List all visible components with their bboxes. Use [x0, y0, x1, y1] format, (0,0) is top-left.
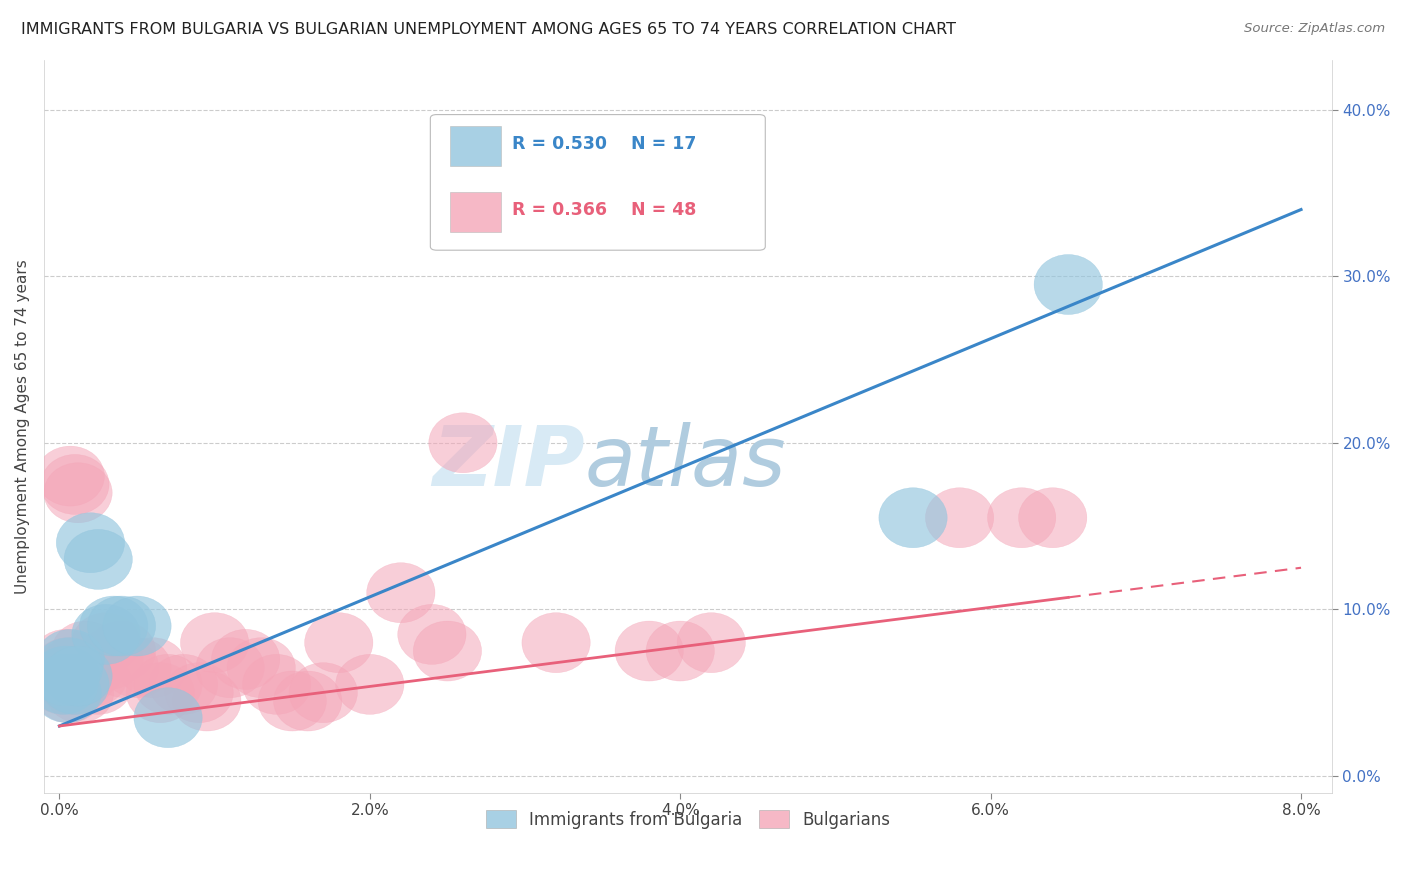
Ellipse shape	[35, 638, 103, 698]
Ellipse shape	[37, 446, 104, 506]
Text: atlas: atlas	[585, 422, 786, 503]
Ellipse shape	[32, 638, 101, 698]
Ellipse shape	[41, 454, 110, 515]
Ellipse shape	[305, 613, 373, 673]
Ellipse shape	[165, 663, 233, 723]
Ellipse shape	[35, 663, 103, 723]
Ellipse shape	[429, 413, 498, 473]
Ellipse shape	[259, 671, 326, 731]
Ellipse shape	[460, 138, 529, 198]
Ellipse shape	[30, 646, 98, 706]
Ellipse shape	[103, 596, 172, 656]
Ellipse shape	[45, 663, 114, 723]
Ellipse shape	[173, 671, 240, 731]
Ellipse shape	[149, 655, 218, 714]
Ellipse shape	[211, 630, 280, 690]
Ellipse shape	[134, 688, 202, 747]
Ellipse shape	[925, 488, 994, 548]
Ellipse shape	[44, 463, 112, 523]
Ellipse shape	[28, 655, 97, 714]
Text: Source: ZipAtlas.com: Source: ZipAtlas.com	[1244, 22, 1385, 36]
Ellipse shape	[522, 613, 591, 673]
Ellipse shape	[32, 663, 101, 723]
Ellipse shape	[59, 646, 128, 706]
Ellipse shape	[290, 663, 357, 723]
Ellipse shape	[87, 621, 156, 681]
Ellipse shape	[72, 613, 141, 673]
Ellipse shape	[614, 621, 683, 681]
Ellipse shape	[118, 638, 187, 698]
Legend: Immigrants from Bulgaria, Bulgarians: Immigrants from Bulgaria, Bulgarians	[479, 804, 897, 836]
Ellipse shape	[1033, 254, 1102, 315]
Ellipse shape	[413, 621, 482, 681]
Ellipse shape	[31, 630, 100, 690]
Text: R = 0.366    N = 48: R = 0.366 N = 48	[512, 201, 696, 219]
Ellipse shape	[398, 605, 465, 665]
FancyBboxPatch shape	[450, 126, 501, 166]
Ellipse shape	[87, 596, 156, 656]
Ellipse shape	[65, 530, 132, 590]
Ellipse shape	[647, 621, 714, 681]
Ellipse shape	[80, 596, 148, 656]
Ellipse shape	[987, 488, 1056, 548]
Y-axis label: Unemployment Among Ages 65 to 74 years: Unemployment Among Ages 65 to 74 years	[15, 259, 30, 593]
FancyBboxPatch shape	[430, 114, 765, 250]
Ellipse shape	[134, 655, 202, 714]
Ellipse shape	[195, 638, 264, 698]
Ellipse shape	[44, 646, 112, 706]
Ellipse shape	[226, 638, 295, 698]
Ellipse shape	[1018, 488, 1087, 548]
Ellipse shape	[31, 646, 100, 706]
Text: IMMIGRANTS FROM BULGARIA VS BULGARIAN UNEMPLOYMENT AMONG AGES 65 TO 74 YEARS COR: IMMIGRANTS FROM BULGARIA VS BULGARIAN UN…	[21, 22, 956, 37]
Ellipse shape	[367, 563, 434, 623]
Ellipse shape	[879, 488, 948, 548]
Ellipse shape	[30, 655, 98, 714]
Ellipse shape	[72, 605, 141, 665]
Ellipse shape	[52, 621, 120, 681]
Ellipse shape	[56, 638, 125, 698]
Ellipse shape	[127, 663, 194, 723]
Ellipse shape	[75, 630, 143, 690]
Ellipse shape	[243, 655, 311, 714]
Ellipse shape	[56, 513, 125, 573]
Ellipse shape	[38, 638, 105, 698]
Ellipse shape	[49, 646, 117, 706]
Ellipse shape	[65, 655, 132, 714]
Ellipse shape	[39, 655, 107, 714]
FancyBboxPatch shape	[450, 192, 501, 232]
Ellipse shape	[180, 613, 249, 673]
Ellipse shape	[678, 613, 745, 673]
Ellipse shape	[336, 655, 404, 714]
Ellipse shape	[41, 655, 110, 714]
Text: R = 0.530    N = 17: R = 0.530 N = 17	[512, 135, 696, 153]
Ellipse shape	[90, 638, 159, 698]
Ellipse shape	[103, 638, 172, 698]
Ellipse shape	[274, 671, 342, 731]
Text: ZIP: ZIP	[432, 422, 585, 503]
Ellipse shape	[37, 630, 104, 690]
